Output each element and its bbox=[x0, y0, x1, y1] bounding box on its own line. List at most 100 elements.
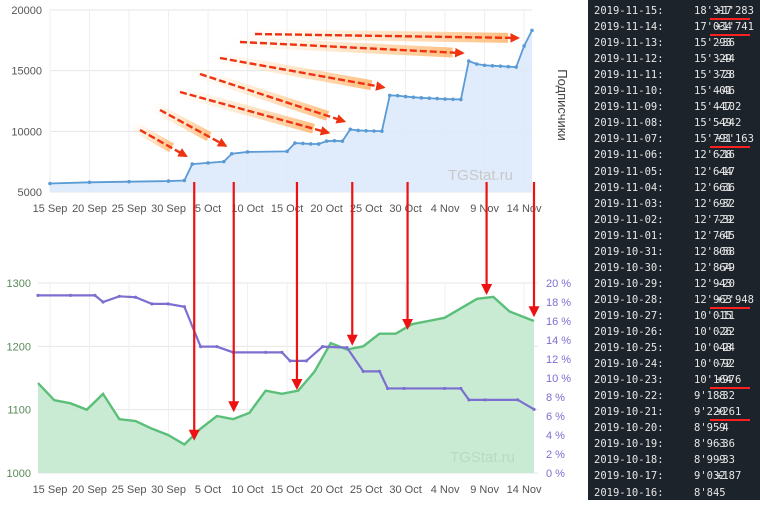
bottom-y-tick-label: 1100 bbox=[7, 405, 31, 417]
subscribers-point bbox=[301, 141, 305, 146]
subscribers-point bbox=[348, 127, 353, 132]
err-point bbox=[467, 398, 471, 402]
row-change: -4 bbox=[716, 422, 729, 435]
row-subscribers: 10'164 bbox=[694, 374, 732, 387]
subscribers-point bbox=[506, 64, 511, 69]
table-row: 2019-11-01: 12'761 -45 bbox=[588, 229, 760, 246]
row-date: 2019-10-20: bbox=[594, 422, 664, 435]
row-change: -92 bbox=[716, 358, 735, 371]
row-change: -20 bbox=[716, 277, 735, 290]
err-point bbox=[133, 295, 138, 299]
row-date: 2019-11-05: bbox=[594, 165, 664, 178]
bottom-x-tick-label: 10 Oct bbox=[231, 484, 263, 496]
row-change: +2'948 bbox=[716, 293, 754, 306]
row-subscribers: 8'845 bbox=[694, 486, 726, 499]
subscribers-point bbox=[166, 179, 171, 183]
bottom-x-tick-label: 20 Oct bbox=[310, 484, 342, 496]
row-change: -32 bbox=[716, 197, 735, 210]
row-subscribers: 10'015 bbox=[694, 309, 732, 322]
row-subscribers: 8'959 bbox=[694, 422, 726, 435]
subscribers-point bbox=[308, 142, 313, 146]
row-date: 2019-11-06: bbox=[594, 149, 664, 162]
row-change: -28 bbox=[716, 69, 735, 82]
row-date: 2019-10-30: bbox=[594, 261, 664, 274]
table-row: 2019-10-25: 10'048 -24 bbox=[588, 341, 760, 358]
row-change: +3'163 bbox=[716, 133, 754, 146]
subscribers-point bbox=[387, 93, 392, 98]
row-date: 2019-10-17: bbox=[594, 470, 664, 483]
top-y-tick-label: 20000 bbox=[11, 5, 42, 17]
err-point bbox=[532, 407, 536, 411]
subscribers-point bbox=[498, 64, 503, 68]
red-underline-mark bbox=[710, 146, 750, 149]
row-subscribers: 15'373 bbox=[694, 69, 732, 82]
dashed-arrow bbox=[239, 40, 465, 58]
err-line bbox=[38, 294, 535, 411]
err-point bbox=[386, 386, 390, 391]
err-point bbox=[288, 359, 292, 363]
subscribers-point bbox=[466, 59, 471, 63]
bottom-x-tick-label: 15 Oct bbox=[271, 484, 303, 496]
subscribers-point bbox=[419, 96, 424, 100]
err-point bbox=[264, 350, 268, 354]
red-underline-mark bbox=[710, 34, 750, 37]
row-subscribers: 9'220 bbox=[694, 406, 726, 419]
table-row: 2019-11-03: 12'697 -32 bbox=[588, 197, 760, 214]
row-change: -32 bbox=[716, 213, 735, 226]
subscribers-point bbox=[356, 128, 360, 133]
row-date: 2019-11-03: bbox=[594, 197, 664, 210]
bottom-x-tick-label: 15 Sep bbox=[33, 484, 68, 496]
subscribers-area bbox=[50, 30, 532, 193]
row-subscribers: 12'963 bbox=[694, 293, 732, 306]
row-date: 2019-11-12: bbox=[594, 53, 664, 66]
subscribers-point bbox=[316, 142, 321, 146]
row-date: 2019-11-08: bbox=[594, 117, 664, 130]
row-change: -36 bbox=[716, 181, 735, 194]
top-x-tick-label: 5 Oct bbox=[195, 203, 221, 215]
err-point bbox=[402, 386, 406, 391]
bottom-y-right-tick-label: 0 % bbox=[546, 468, 565, 480]
bottom-y-right-tick-label: 8 % bbox=[546, 392, 565, 404]
bottom-x-tick-label: 4 Nov bbox=[431, 484, 460, 496]
row-subscribers: 12'806 bbox=[694, 245, 732, 258]
bottom-x-tick-label: 14 Nov bbox=[507, 484, 542, 496]
axes-labels: 5000 10000 15000 20000 15 Sep 20 Sep 25 Sep 30 … bbox=[7, 5, 572, 496]
table-row: 2019-11-13: 15'293 -36 bbox=[588, 36, 760, 53]
subscribers-point bbox=[522, 44, 526, 48]
row-change: -46 bbox=[716, 85, 735, 98]
row-date: 2019-11-09: bbox=[594, 101, 664, 114]
bottom-x-tick-label: 30 Oct bbox=[389, 484, 421, 496]
subscribers-point bbox=[340, 139, 345, 143]
views-line bbox=[37, 295, 535, 446]
bottom-x-tick-label: 20 Sep bbox=[72, 484, 107, 496]
bottom-watermark: TGStat.ru bbox=[450, 449, 515, 466]
subscribers-point bbox=[190, 162, 195, 166]
table-row: 2019-11-05: 12'644 -17 bbox=[588, 165, 760, 182]
table-row: 2019-10-16: 8'845 bbox=[588, 486, 760, 503]
subscribers-point bbox=[372, 129, 376, 133]
row-date: 2019-10-29: bbox=[594, 277, 664, 290]
bottom-x-tick-label: 5 Oct bbox=[195, 484, 221, 496]
row-subscribers: 12'697 bbox=[694, 197, 732, 210]
row-date: 2019-11-14: bbox=[594, 21, 664, 34]
row-subscribers: 9'188 bbox=[694, 390, 726, 403]
subscribers-point bbox=[48, 181, 52, 186]
table-row: 2019-10-23: 10'164 +976 bbox=[588, 373, 760, 390]
subscribers-point bbox=[127, 179, 131, 184]
subscribers-point bbox=[182, 178, 187, 183]
top-x-tick-label: 20 Oct bbox=[310, 203, 342, 215]
dashed-arrow bbox=[199, 72, 347, 124]
subscribers-point bbox=[514, 65, 518, 69]
err-point bbox=[320, 345, 325, 349]
table-row: 2019-11-02: 12'729 -32 bbox=[588, 213, 760, 230]
table-row: 2019-11-14: 17'034 +1'741 bbox=[588, 20, 760, 37]
subscriber-stats-table: 2019-11-15: 18'317 +1'283 2019-11-14: 17'034… bbox=[588, 0, 760, 500]
subscribers-point bbox=[324, 139, 329, 143]
row-date: 2019-11-13: bbox=[594, 37, 664, 50]
subscribers-point bbox=[364, 128, 368, 133]
err-point bbox=[483, 398, 487, 402]
bottom-y-right-tick-label: 18 % bbox=[546, 297, 571, 309]
bottom-y-right-tick-label: 4 % bbox=[546, 430, 565, 442]
bottom-y-right-tick-label: 12 % bbox=[546, 354, 571, 366]
red-underline-mark bbox=[710, 419, 750, 422]
